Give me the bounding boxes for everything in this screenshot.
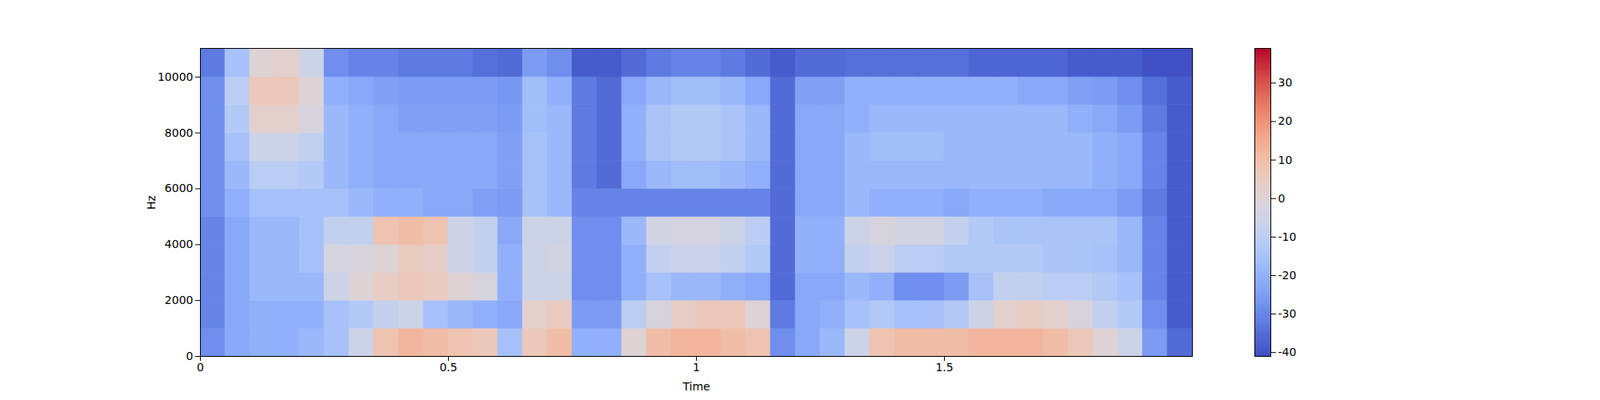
svg-text:10: 10 <box>1278 153 1293 167</box>
svg-text:-10: -10 <box>1278 230 1297 244</box>
svg-text:0: 0 <box>196 360 204 374</box>
svg-text:1: 1 <box>692 360 700 374</box>
svg-text:-30: -30 <box>1278 307 1297 320</box>
svg-text:10000: 10000 <box>157 70 194 84</box>
svg-text:Hz: Hz <box>144 195 158 210</box>
svg-text:Time: Time <box>681 380 710 393</box>
svg-text:30: 30 <box>1278 76 1293 89</box>
svg-text:4000: 4000 <box>164 237 194 251</box>
svg-text:-40: -40 <box>1278 345 1297 359</box>
svg-text:0.5: 0.5 <box>439 360 457 374</box>
svg-text:0: 0 <box>186 349 194 363</box>
svg-text:2000: 2000 <box>164 293 194 307</box>
svg-text:-20: -20 <box>1278 268 1297 282</box>
svg-text:1.5: 1.5 <box>935 360 953 374</box>
svg-text:0: 0 <box>1278 192 1286 205</box>
svg-text:8000: 8000 <box>164 126 194 140</box>
svg-text:6000: 6000 <box>164 181 194 195</box>
svg-text:20: 20 <box>1278 114 1293 128</box>
